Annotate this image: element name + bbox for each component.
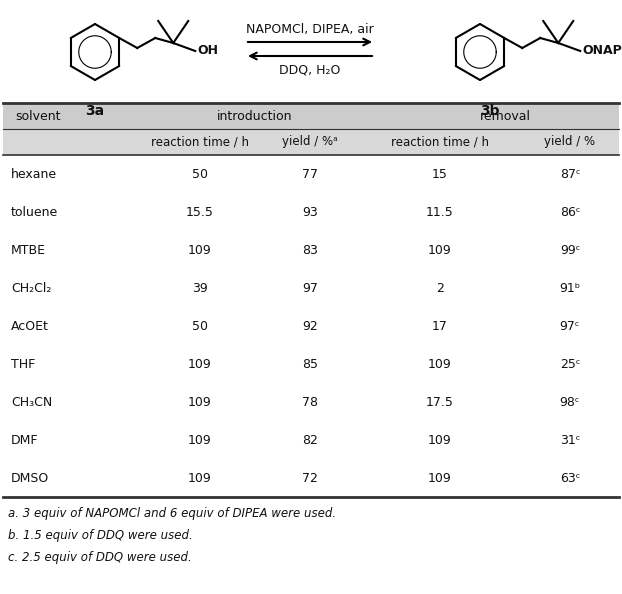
Text: 17: 17 bbox=[432, 320, 448, 333]
Text: 17.5: 17.5 bbox=[426, 396, 454, 409]
Text: ONAPOM: ONAPOM bbox=[582, 45, 622, 58]
Text: 63ᶜ: 63ᶜ bbox=[560, 472, 580, 485]
Text: 85: 85 bbox=[302, 358, 318, 371]
Text: 15: 15 bbox=[432, 168, 448, 181]
Text: a. 3 equiv of NAPOMCl and 6 equiv of DIPEA were used.: a. 3 equiv of NAPOMCl and 6 equiv of DIP… bbox=[8, 507, 336, 520]
Text: 97ᶜ: 97ᶜ bbox=[560, 320, 580, 333]
Text: 98ᶜ: 98ᶜ bbox=[560, 396, 580, 409]
Text: c. 2.5 equiv of DDQ were used.: c. 2.5 equiv of DDQ were used. bbox=[8, 551, 192, 564]
Bar bbox=[3, 103, 619, 129]
Text: 91ᵇ: 91ᵇ bbox=[559, 282, 580, 295]
Text: 83: 83 bbox=[302, 244, 318, 257]
Text: 87ᶜ: 87ᶜ bbox=[560, 168, 580, 181]
Text: DDQ, H₂O: DDQ, H₂O bbox=[279, 64, 341, 77]
Text: 93: 93 bbox=[302, 206, 318, 219]
Text: solvent: solvent bbox=[15, 109, 60, 122]
Text: 109: 109 bbox=[188, 472, 212, 485]
Text: DMSO: DMSO bbox=[11, 472, 49, 485]
Text: 77: 77 bbox=[302, 168, 318, 181]
Text: 109: 109 bbox=[428, 358, 452, 371]
Text: b. 1.5 equiv of DDQ were used.: b. 1.5 equiv of DDQ were used. bbox=[8, 529, 193, 542]
Text: MTBE: MTBE bbox=[11, 244, 46, 257]
Bar bbox=[3, 129, 619, 155]
Text: THF: THF bbox=[11, 358, 35, 371]
Text: OH: OH bbox=[197, 45, 218, 58]
Text: hexane: hexane bbox=[11, 168, 57, 181]
Text: removal: removal bbox=[480, 109, 531, 122]
Text: 25ᶜ: 25ᶜ bbox=[560, 358, 580, 371]
Text: 50: 50 bbox=[192, 168, 208, 181]
Text: 109: 109 bbox=[188, 244, 212, 257]
Text: 31ᶜ: 31ᶜ bbox=[560, 434, 580, 447]
Text: 109: 109 bbox=[428, 434, 452, 447]
Text: 92: 92 bbox=[302, 320, 318, 333]
Text: 50: 50 bbox=[192, 320, 208, 333]
Text: CH₃CN: CH₃CN bbox=[11, 396, 52, 409]
Text: reaction time / h: reaction time / h bbox=[151, 135, 249, 148]
Text: yield / %ᵃ: yield / %ᵃ bbox=[282, 135, 338, 148]
Text: DMF: DMF bbox=[11, 434, 39, 447]
Text: 82: 82 bbox=[302, 434, 318, 447]
Text: 2: 2 bbox=[436, 282, 444, 295]
Text: NAPOMCl, DIPEA, air: NAPOMCl, DIPEA, air bbox=[246, 24, 374, 36]
Text: 3a: 3a bbox=[85, 104, 104, 118]
Text: AcOEt: AcOEt bbox=[11, 320, 49, 333]
Text: 109: 109 bbox=[428, 472, 452, 485]
Text: 11.5: 11.5 bbox=[426, 206, 454, 219]
Text: 97: 97 bbox=[302, 282, 318, 295]
Text: 109: 109 bbox=[188, 434, 212, 447]
Text: toluene: toluene bbox=[11, 206, 58, 219]
Text: 86ᶜ: 86ᶜ bbox=[560, 206, 580, 219]
Text: 39: 39 bbox=[192, 282, 208, 295]
Text: 3b: 3b bbox=[480, 104, 499, 118]
Text: reaction time / h: reaction time / h bbox=[391, 135, 489, 148]
Text: 109: 109 bbox=[188, 396, 212, 409]
Text: CH₂Cl₂: CH₂Cl₂ bbox=[11, 282, 52, 295]
Text: 99ᶜ: 99ᶜ bbox=[560, 244, 580, 257]
Text: 72: 72 bbox=[302, 472, 318, 485]
Text: 15.5: 15.5 bbox=[186, 206, 214, 219]
Text: 109: 109 bbox=[188, 358, 212, 371]
Text: yield / %: yield / % bbox=[544, 135, 595, 148]
Text: 78: 78 bbox=[302, 396, 318, 409]
Text: introduction: introduction bbox=[217, 109, 293, 122]
Text: 109: 109 bbox=[428, 244, 452, 257]
